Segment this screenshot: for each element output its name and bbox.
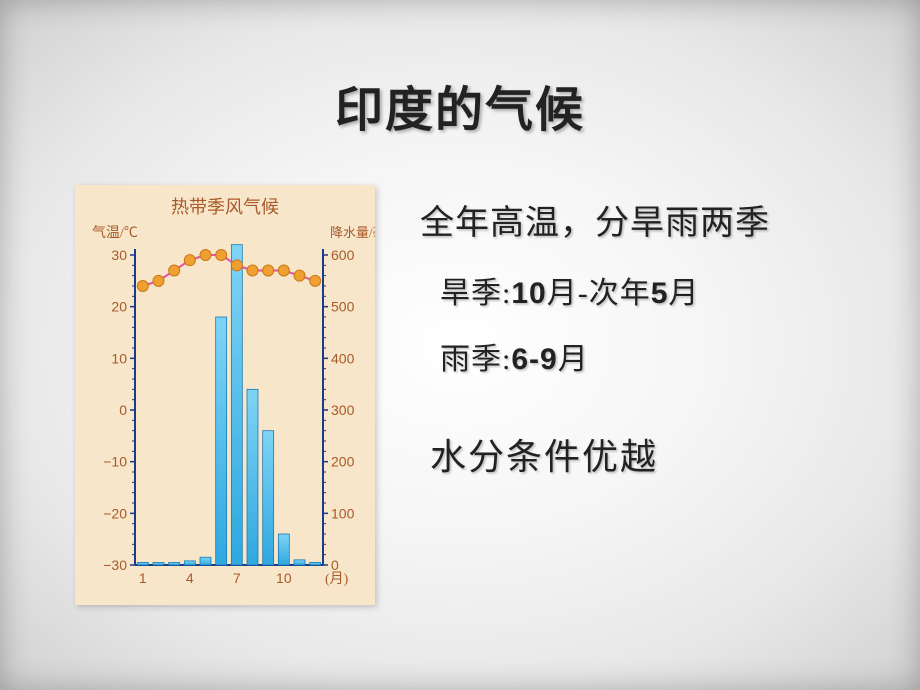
wet-suffix: 月 (558, 343, 589, 376)
svg-text:7: 7 (233, 570, 241, 586)
climate-chart: 热带季风气候气温/℃降水量/毫米−30−20−10010203001002003… (75, 185, 375, 605)
svg-text:300: 300 (331, 402, 355, 418)
svg-text:降水量/毫米: 降水量/毫米 (330, 225, 375, 240)
dry-suffix: 月 (668, 277, 699, 310)
svg-text:气温/℃: 气温/℃ (92, 225, 138, 241)
dry-season-line: 旱季:10月-次年5月 (440, 268, 900, 312)
svg-text:−30: −30 (103, 557, 127, 573)
page-title: 印度的气候 (0, 70, 920, 140)
svg-text:0: 0 (119, 402, 127, 418)
wet-prefix: 雨季: (440, 343, 511, 376)
dry-prefix: 旱季: (440, 277, 511, 310)
chart-svg: 热带季风气候气温/℃降水量/毫米−30−20−10010203001002003… (75, 185, 375, 605)
dry-start: 10 (511, 277, 546, 310)
svg-text:30: 30 (111, 247, 127, 263)
wet-season-line: 雨季:6-9月 (440, 334, 900, 378)
svg-text:0: 0 (331, 557, 339, 573)
slide: 印度的气候 热带季风气候气温/℃降水量/毫米−30−20−10010203001… (0, 0, 920, 690)
svg-text:10: 10 (276, 570, 292, 586)
water-condition-line: 水分条件优越 (430, 428, 900, 480)
svg-text:200: 200 (331, 454, 355, 470)
dry-end: 5 (651, 277, 669, 310)
svg-text:600: 600 (331, 247, 355, 263)
svg-text:热带季风气候: 热带季风气候 (171, 197, 279, 217)
svg-text:4: 4 (186, 570, 194, 586)
svg-text:500: 500 (331, 299, 355, 315)
svg-text:−10: −10 (103, 454, 127, 470)
svg-text:1: 1 (139, 570, 147, 586)
wet-range: 6-9 (511, 343, 557, 376)
svg-text:400: 400 (331, 350, 355, 366)
svg-text:−20: −20 (103, 505, 127, 521)
description-block: 全年高温，分旱雨两季 旱季:10月-次年5月 雨季:6-9月 水分条件优越 (420, 195, 900, 480)
dry-mid: 月-次年 (547, 277, 651, 310)
svg-text:10: 10 (111, 350, 127, 366)
svg-text:(月): (月) (325, 571, 349, 587)
summary-line: 全年高温，分旱雨两季 (420, 195, 900, 244)
svg-text:20: 20 (111, 299, 127, 315)
svg-text:100: 100 (331, 505, 355, 521)
